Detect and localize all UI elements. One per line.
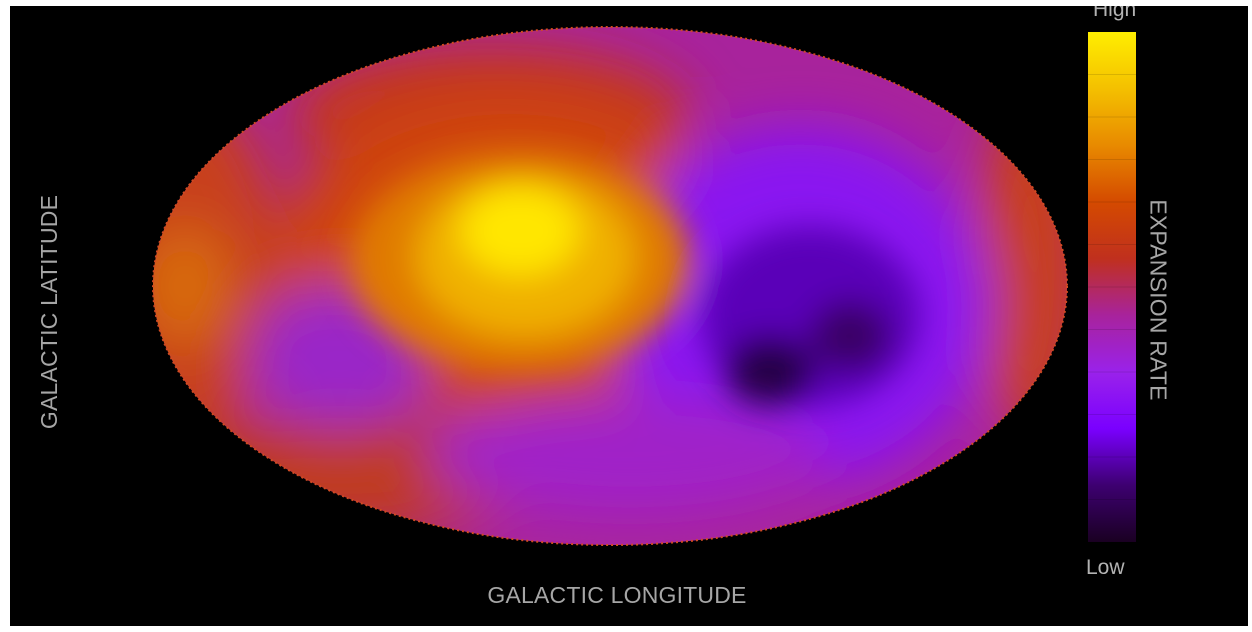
purple-lobe-bottom (430, 396, 830, 516)
left-edge-core (153, 226, 230, 346)
sky-map-plot (152, 26, 1136, 546)
cold-spot-secondary (810, 301, 890, 371)
colorbar-low-label: Low (1086, 556, 1125, 579)
heatmap-field (153, 27, 1067, 545)
sky-map-figure: GALACTIC LATITUDE GALACTIC LONGITUDE EXP… (10, 6, 1248, 626)
x-axis-label: GALACTIC LONGITUDE (487, 582, 747, 608)
right-edge-warm-region (975, 96, 1067, 436)
colorbar-high-label: High (1093, 6, 1137, 21)
colorbar-label: EXPANSION RATE (1145, 199, 1172, 401)
hot-spot-core (460, 186, 580, 276)
colorbar-gradient (1088, 32, 1136, 542)
cold-spot-core (725, 336, 815, 406)
y-axis-label: GALACTIC LATITUDE (36, 194, 62, 430)
colorbar (1088, 32, 1136, 542)
map-boundary (152, 26, 1068, 546)
